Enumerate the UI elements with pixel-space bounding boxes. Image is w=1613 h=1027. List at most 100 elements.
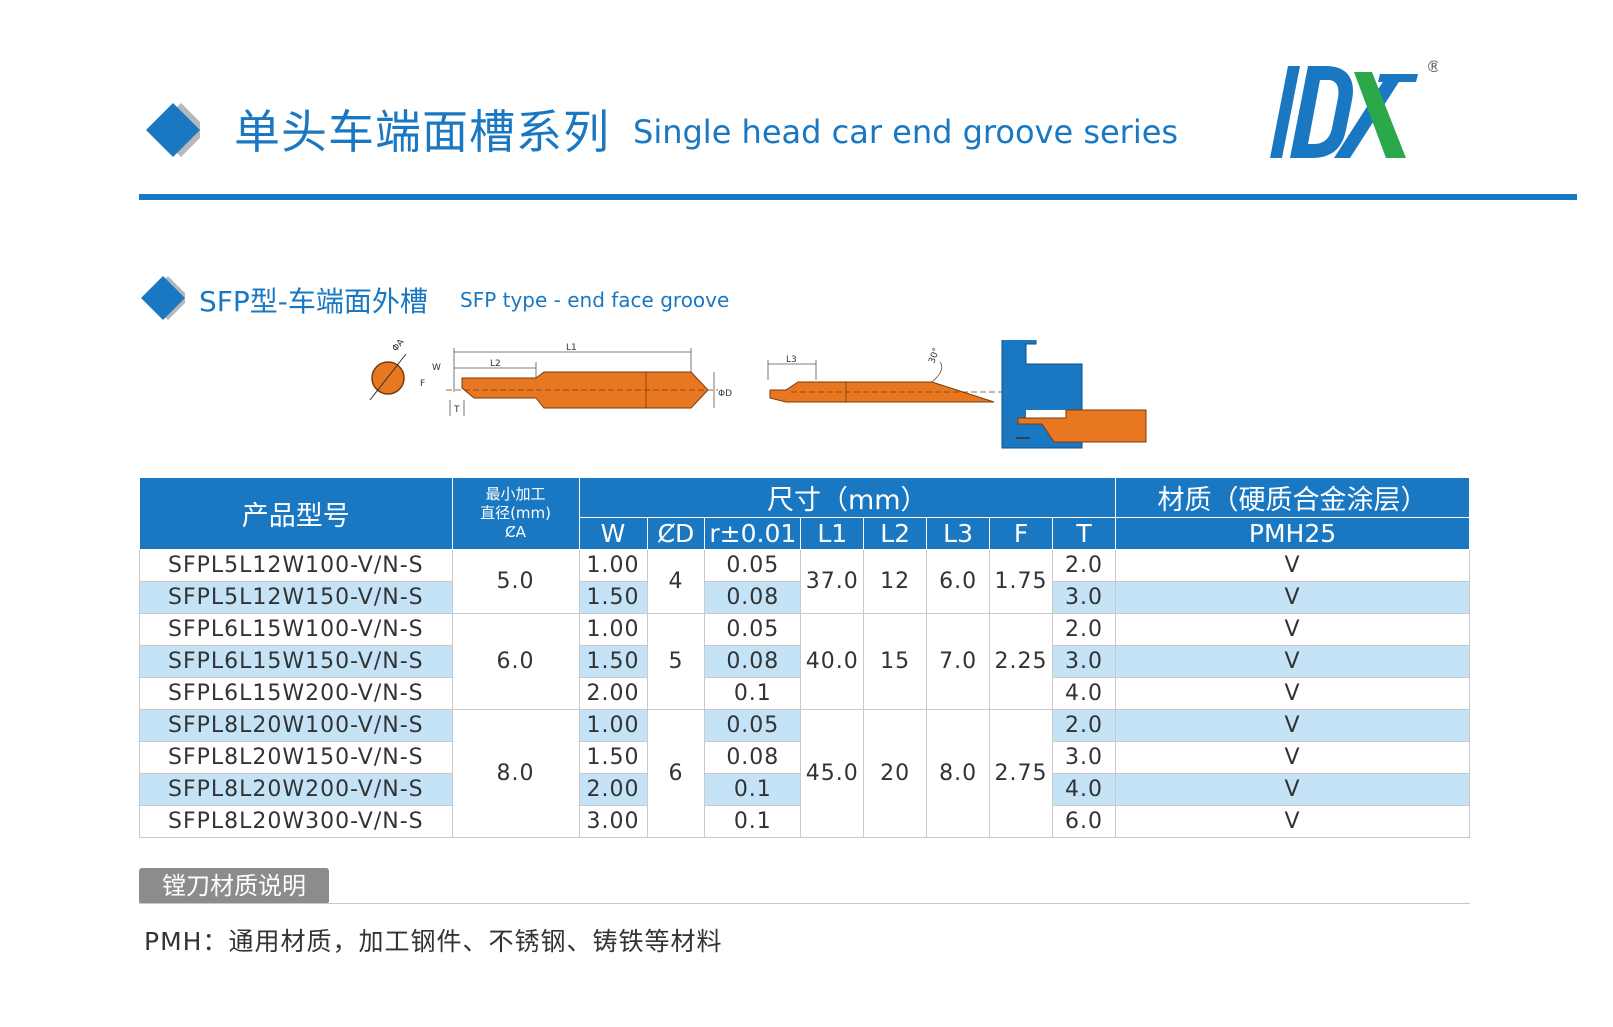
svg-text:®: ® [1426,57,1438,76]
application-view-drawing [1001,340,1147,449]
header-min-dia: 最小加工 直径(mm) ȻA [451,477,580,550]
title-diamond-icon [146,103,200,157]
label-f: F [420,379,425,389]
cell-l3: 6.0 [926,549,991,614]
cell-t: 2.0 [1051,613,1117,646]
cell-t: 4.0 [1051,773,1117,806]
label-t: T [453,405,460,415]
cell-w: 1.50 [578,645,648,678]
cell-r: 0.1 [704,805,802,838]
cell-grade: V [1115,773,1470,806]
cell-f: 1.75 [989,549,1053,614]
cell-t: 3.0 [1051,741,1117,774]
cell-grade: V [1115,613,1470,646]
header-min-dia-line1: 最小加工 [485,485,546,503]
cell-d: 5 [646,613,706,710]
label-l3: L3 [786,355,797,365]
cell-d: 6 [646,709,706,838]
header-rule [139,194,1577,200]
cell-l3: 7.0 [926,613,991,710]
header-dimension: 尺寸（mm） [578,477,1117,518]
cell-grade: V [1115,741,1470,774]
cell-l2: 20 [863,709,928,838]
cell-r: 0.08 [704,645,802,678]
cell-grade: V [1115,709,1470,742]
header-r: r±0.01 [704,517,802,550]
cell-w: 1.00 [578,613,648,646]
cell-r: 0.1 [704,677,802,710]
cell-model: SFPL8L20W300-V/N-S [139,805,453,838]
cell-model: SFPL6L15W100-V/N-S [139,613,453,646]
material-note-text: PMH：通用材质，加工钢件、不锈钢、铸铁等材料 [144,927,723,956]
cell-grade: V [1115,645,1470,678]
cell-r: 0.08 [704,581,802,614]
label-dia-a: ΦA [391,340,408,354]
cell-min-dia: 8.0 [451,709,580,838]
header-min-dia-line2: 直径(mm) [480,504,552,522]
section-title-en: SFP type - end face groove [460,288,730,312]
label-l1: L1 [566,343,577,353]
cell-model: SFPL5L12W100-V/N-S [139,549,453,582]
cell-r: 0.08 [704,741,802,774]
table-row: SFPL6L15W150-V/N-S 1.50 0.08 3.0 V [139,645,1470,678]
spec-table: 产品型号 最小加工 直径(mm) ȻA 尺寸（mm） 材质（硬质合金涂层） W … [139,477,1470,838]
table-row: SFPL6L15W100-V/N-S 6.0 1.00 5 0.05 40.0 … [139,613,1470,710]
cell-t: 4.0 [1051,677,1117,710]
cell-model: SFPL8L20W100-V/N-S [139,709,453,742]
cell-l1: 37.0 [800,549,865,614]
cell-w: 2.00 [578,677,648,710]
header-t: T [1051,517,1117,550]
side-view-drawing: L1 L2 ΦD W F T [420,343,732,416]
table-row: SFPL8L20W200-V/N-S 2.00 0.1 4.0 V [139,773,1470,806]
cell-t: 6.0 [1051,805,1117,838]
cell-grade: V [1115,677,1470,710]
table-row: SFPL8L20W100-V/N-S 8.0 1.00 6 0.05 45.0 … [139,709,1470,838]
cell-f: 2.25 [989,613,1053,710]
cell-t: 2.0 [1051,549,1117,582]
cell-model: SFPL8L20W200-V/N-S [139,773,453,806]
page-title-cn: 单头车端面槽系列 [234,105,610,159]
header-grade: PMH25 [1115,517,1470,550]
header-w: W [578,517,648,550]
header-d: ȻD [646,517,706,550]
page-title-en: Single head car end groove series [633,113,1179,151]
cell-t: 2.0 [1051,709,1117,742]
material-note-label: 镗刀材质说明 [139,868,329,904]
cell-l1: 40.0 [800,613,865,710]
cell-l3: 8.0 [926,709,991,838]
cell-t: 3.0 [1051,581,1117,614]
cell-w: 1.00 [578,709,648,742]
section-diamond-icon [141,276,185,320]
cell-r: 0.05 [704,709,802,742]
cell-r: 0.05 [704,549,802,582]
label-w: W [432,363,441,373]
table-row: SFPL5L12W150-V/N-S 1.50 0.08 3.0 V [139,581,1470,614]
cell-model: SFPL6L15W150-V/N-S [139,645,453,678]
cell-r: 0.1 [704,773,802,806]
cell-model: SFPL8L20W150-V/N-S [139,741,453,774]
cell-t: 3.0 [1051,645,1117,678]
cell-w: 1.50 [578,741,648,774]
header-min-dia-line3: ȻA [505,523,526,541]
cell-d: 4 [646,549,706,614]
label-l2: L2 [490,359,501,369]
angled-view-drawing: L3 30° [767,347,1002,403]
header-material: 材质（硬质合金涂层） [1115,477,1470,518]
table-row: SFPL5L12W100-V/N-S 5.0 1.00 4 0.05 37.0 … [139,549,1470,614]
cell-l2: 15 [863,613,928,710]
cell-grade: V [1115,805,1470,838]
cell-w: 2.00 [578,773,648,806]
cell-grade: V [1115,581,1470,614]
table-row: SFPL8L20W300-V/N-S 3.00 0.1 6.0 V [139,805,1470,838]
header-product: 产品型号 [139,477,453,550]
cell-model: SFPL6L15W200-V/N-S [139,677,453,710]
cell-model: SFPL5L12W150-V/N-S [139,581,453,614]
cell-l1: 45.0 [800,709,865,838]
cell-f: 2.75 [989,709,1053,838]
end-view-drawing: ΦA [369,340,408,401]
tool-drawings: ΦA L1 L2 ΦD W F T L3 30° [369,340,1147,449]
cell-w: 1.00 [578,549,648,582]
cell-grade: V [1115,549,1470,582]
dx-logo: ® [1270,57,1438,158]
cell-min-dia: 6.0 [451,613,580,710]
